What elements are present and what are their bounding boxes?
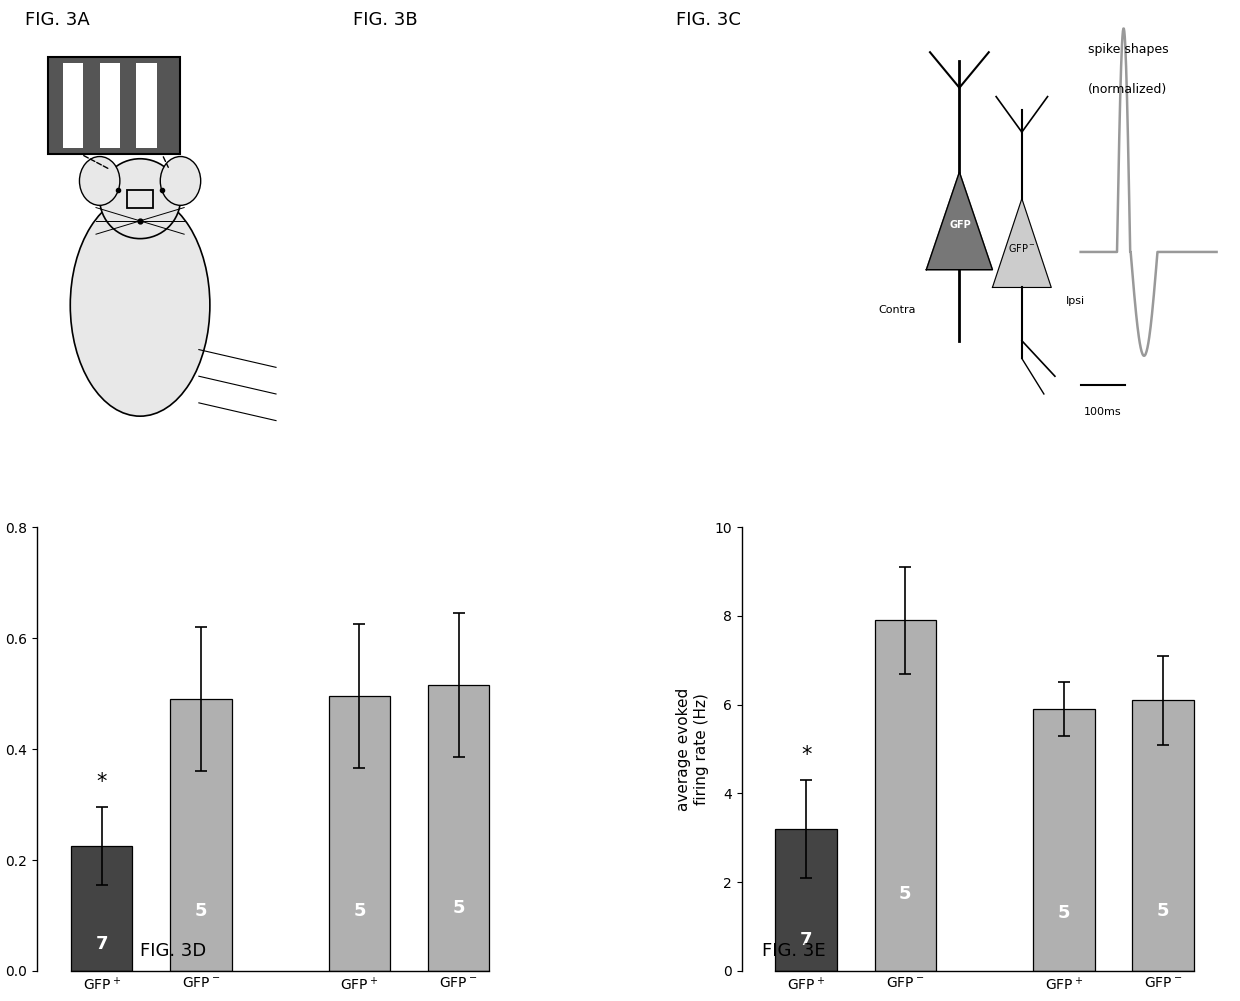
Y-axis label: average evoked
firing rate (Hz): average evoked firing rate (Hz) <box>676 688 709 811</box>
Polygon shape <box>570 212 621 274</box>
Bar <box>71 846 133 971</box>
Text: FIG. 3B: FIG. 3B <box>353 11 418 29</box>
Text: 5: 5 <box>1157 903 1169 920</box>
Bar <box>1033 709 1095 971</box>
Text: 100ms: 100ms <box>1084 407 1121 417</box>
Text: 7: 7 <box>800 931 812 949</box>
Text: FIG. 3A: FIG. 3A <box>25 11 89 29</box>
Ellipse shape <box>99 159 181 238</box>
Bar <box>48 57 181 154</box>
Text: *: * <box>801 745 811 765</box>
Text: (normalized): (normalized) <box>1087 83 1167 96</box>
Bar <box>136 63 156 148</box>
Bar <box>1132 701 1194 971</box>
Text: 5: 5 <box>899 885 911 903</box>
Polygon shape <box>529 163 662 323</box>
Text: FIG. 3E: FIG. 3E <box>761 942 826 960</box>
Polygon shape <box>992 198 1052 287</box>
Text: 5: 5 <box>1058 904 1070 922</box>
Bar <box>170 699 232 971</box>
Polygon shape <box>582 225 610 261</box>
Text: 5: 5 <box>195 902 207 920</box>
Bar <box>329 697 391 971</box>
Text: 7: 7 <box>95 935 108 953</box>
Bar <box>99 63 120 148</box>
Bar <box>874 621 936 971</box>
Text: Contra: Contra <box>878 305 915 315</box>
Circle shape <box>160 156 201 205</box>
Text: Ipsi: Ipsi <box>1066 296 1085 306</box>
Text: GFP$^-$: GFP$^-$ <box>1008 241 1035 253</box>
Text: GFP: GFP <box>950 220 971 230</box>
Polygon shape <box>926 172 992 269</box>
Text: FIG. 3C: FIG. 3C <box>676 11 740 29</box>
Text: spike shapes: spike shapes <box>1087 43 1168 56</box>
Polygon shape <box>552 190 640 296</box>
Bar <box>128 190 153 207</box>
Text: *: * <box>97 772 107 792</box>
Circle shape <box>79 156 120 205</box>
Bar <box>428 686 490 971</box>
Text: 5: 5 <box>353 902 366 920</box>
Bar <box>63 63 83 148</box>
Text: FIG. 3D: FIG. 3D <box>140 942 207 960</box>
Bar <box>775 829 837 971</box>
Text: 5: 5 <box>453 899 465 917</box>
Ellipse shape <box>71 194 210 416</box>
